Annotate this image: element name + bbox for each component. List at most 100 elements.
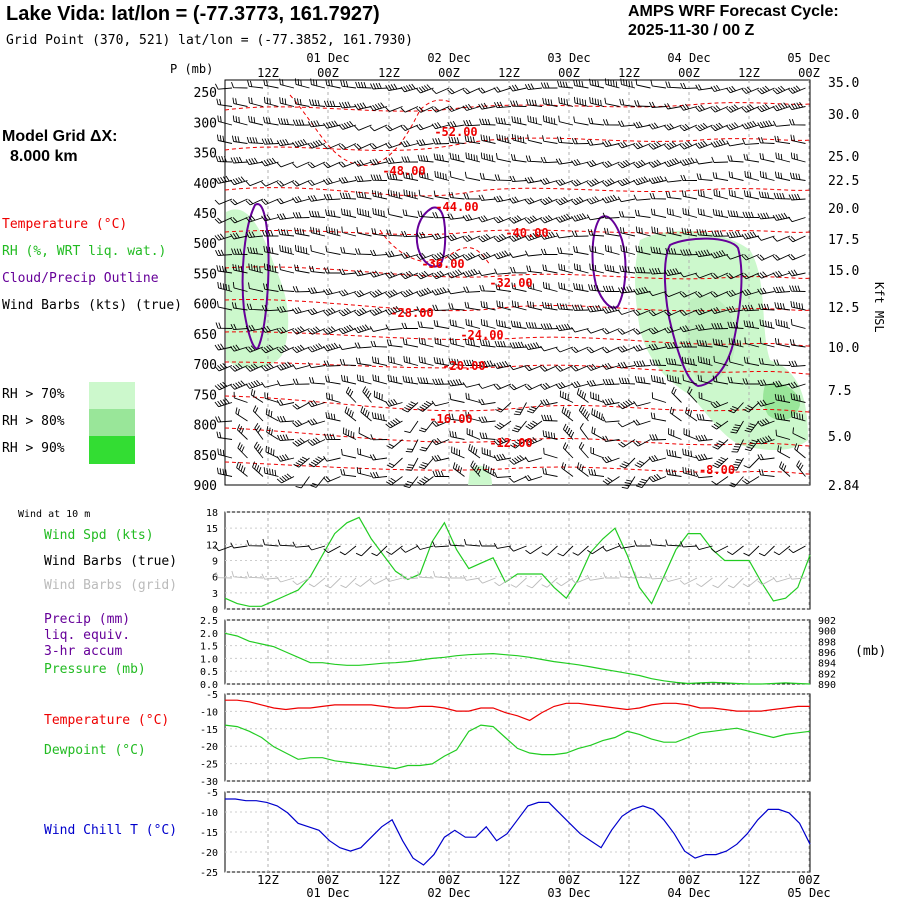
- wind-barb: [695, 158, 713, 165]
- wind-barb: [356, 227, 372, 237]
- wind-barb: [727, 321, 744, 329]
- wind-barb: [696, 228, 713, 237]
- wind-barb: [231, 302, 248, 311]
- wind-barb: [589, 263, 605, 274]
- wind-barb: [403, 355, 419, 366]
- date-tick-bottom: 01 Dec: [306, 886, 349, 900]
- wind-barb: [679, 291, 698, 298]
- wind-barb: [634, 571, 651, 579]
- wind-barb: [573, 79, 589, 89]
- wind-barb: [590, 391, 605, 403]
- wind-barb: [432, 570, 450, 579]
- pressure-tick: 300: [194, 116, 217, 131]
- wind-barb: [338, 176, 357, 184]
- wind-barb: [323, 193, 341, 201]
- wind-barb: [465, 392, 481, 403]
- wind-barb: [648, 343, 667, 351]
- wind-barb: [261, 304, 279, 312]
- wind-barb: [402, 209, 419, 218]
- wind-barb: [247, 80, 264, 89]
- wind-barb: [232, 264, 248, 274]
- wind-barb: [726, 140, 744, 147]
- wind-barb: [292, 286, 310, 293]
- rh-region: [763, 382, 800, 421]
- wind-barb: [493, 453, 512, 462]
- height-tick: 15.0: [828, 264, 859, 279]
- panel-ytick: 0.0: [200, 680, 218, 691]
- temp-contour: [224, 187, 811, 197]
- wind-barb: [573, 246, 589, 255]
- wind-barb: [586, 304, 605, 313]
- wind-barb: [571, 179, 589, 187]
- wind-barb: [602, 346, 620, 354]
- wind-barb: [400, 106, 419, 113]
- wind-barb: [790, 152, 806, 163]
- wind-barb: [338, 143, 357, 150]
- wind-barb: [730, 420, 744, 434]
- wind-barb: [772, 212, 791, 221]
- wind-barb: [432, 541, 450, 548]
- wind-barb: [713, 189, 729, 200]
- wind-barb: [480, 300, 496, 311]
- wind-barb: [294, 97, 310, 107]
- wind-barb: [728, 356, 744, 366]
- wind-barb: [401, 230, 419, 238]
- panel-ytick: -5: [206, 690, 218, 701]
- height-tick: 30.0: [828, 108, 859, 123]
- wind-barb: [527, 300, 543, 311]
- panel-ytick: 9: [212, 557, 218, 568]
- temp-contour: [224, 361, 811, 375]
- cloud-outline: [241, 203, 270, 350]
- wind-barb: [650, 208, 667, 218]
- temp-contour: [224, 229, 811, 236]
- wind-barb: [434, 170, 450, 181]
- wind-barb: [385, 83, 403, 91]
- wind-barb: [262, 538, 279, 547]
- wind-barb: [712, 375, 729, 385]
- wind-barb: [447, 105, 465, 112]
- temp-contour: [224, 331, 811, 347]
- wind-barb: [447, 378, 465, 387]
- wind-barb: [728, 476, 744, 488]
- wind-barb: [340, 246, 357, 255]
- wind-barb: [571, 577, 589, 584]
- pressure-tick: 650: [194, 328, 217, 343]
- wind-barb: [743, 153, 760, 163]
- wind-barb: [448, 539, 465, 547]
- panel-ytick: 1.5: [200, 642, 218, 653]
- wind-barb: [214, 175, 233, 184]
- pressure-line: [224, 632, 811, 685]
- wind-barb: [555, 382, 574, 390]
- wind-panel-frame: [224, 511, 811, 610]
- wind-barb: [216, 301, 233, 311]
- wind-barb: [230, 363, 248, 372]
- wind-barb: [759, 152, 775, 163]
- temp-contour-label: -32.00: [489, 276, 532, 290]
- wind-barb: [248, 115, 264, 126]
- wind-barb: [478, 215, 496, 223]
- precip-liq-label: liq. equiv.: [44, 628, 131, 643]
- wind-barb: [358, 427, 372, 440]
- wind-barb: [665, 468, 682, 477]
- wind-barb: [664, 342, 682, 349]
- wind-barb: [742, 138, 760, 145]
- wind-barb: [478, 577, 496, 584]
- wind-barb: [462, 103, 481, 111]
- date-tick-bottom: 04 Dec: [667, 886, 710, 900]
- dewpoint-line: [224, 724, 811, 770]
- wind-barb: [633, 419, 651, 426]
- wind-barb: [478, 383, 496, 389]
- wind-barb: [664, 123, 682, 131]
- wind-barb: [253, 441, 264, 459]
- wind-barb: [463, 193, 481, 200]
- wind-barb: [464, 171, 481, 181]
- temp-contour-label: -48.00: [382, 164, 425, 178]
- wind-barb: [618, 210, 636, 218]
- wind-barb: [292, 541, 310, 548]
- wind-barb: [651, 392, 667, 403]
- wind-barb: [431, 122, 450, 130]
- wind-barb: [789, 285, 806, 292]
- wind-barb: [216, 98, 233, 107]
- wind-barb: [697, 374, 713, 385]
- wind-barb: [447, 234, 465, 242]
